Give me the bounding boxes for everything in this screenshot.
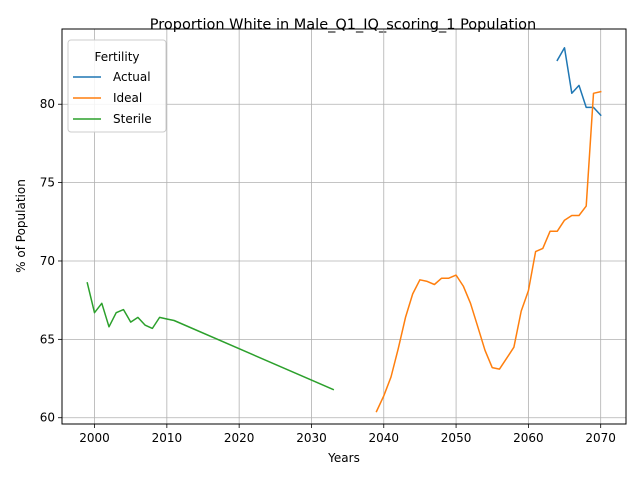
x-tick-label: 2050 (441, 431, 472, 445)
x-tick-label: 2010 (152, 431, 183, 445)
y-axis-ticks: 60 65 70 75 80 (40, 97, 62, 425)
legend-label-actual: Actual (113, 70, 151, 84)
legend-title: Fertility (94, 50, 139, 64)
legend-box (67, 39, 167, 133)
legend-label-sterile: Sterile (113, 112, 152, 126)
series-lines (86, 47, 602, 413)
x-tick-label: 2030 (296, 431, 327, 445)
grid (62, 29, 626, 424)
legend-label-ideal: Ideal (113, 91, 142, 105)
x-tick-label: 2020 (224, 431, 255, 445)
series-line-sterile (86, 281, 335, 391)
series-line-actual (556, 47, 602, 117)
y-tick-label: 65 (40, 332, 55, 346)
y-tick-label: 75 (40, 176, 55, 190)
x-axis-label: Years (327, 451, 360, 465)
y-axis-label: % of Population (14, 179, 28, 273)
x-tick-label: 2040 (368, 431, 399, 445)
x-tick-label: 2070 (585, 431, 616, 445)
x-tick-label: 2000 (79, 431, 110, 445)
y-tick-label: 80 (40, 97, 55, 111)
legend: Fertility Actual Ideal Sterile (67, 39, 167, 133)
plot-frame (61, 28, 627, 425)
x-tick-label: 2060 (513, 431, 544, 445)
series-line-ideal (375, 90, 602, 413)
x-axis-ticks: 2000 2010 2020 2030 2040 2050 2060 2070 (79, 424, 616, 445)
y-tick-label: 60 (40, 411, 55, 425)
chart-title: Proportion White in Male_Q1_IQ_scoring_1… (150, 17, 537, 33)
y-tick-label: 70 (40, 254, 55, 268)
